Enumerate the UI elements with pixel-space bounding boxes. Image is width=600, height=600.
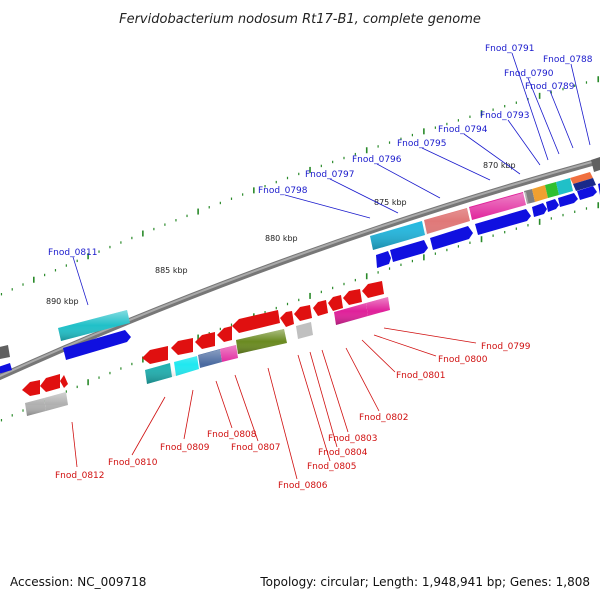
genome-summary-text: Topology: circular; Length: 1,948,941 bp… [259, 575, 590, 589]
gene-label-fnod-0799[interactable]: Fnod_0799 [481, 342, 531, 352]
gene-arrow-fnod-0806[interactable] [232, 310, 280, 333]
top-leader-lines [72, 52, 591, 306]
gene-label-fnod-0793[interactable]: Fnod_0793 [480, 111, 530, 121]
gene-arrow-fnod-0791[interactable] [558, 193, 578, 207]
gene-arrow-fnod-0804[interactable] [294, 305, 312, 321]
reverse-strand-genes [22, 281, 384, 396]
gene-label-fnod-0791[interactable]: Fnod_0791 [485, 44, 535, 54]
class-bar-edge-left [0, 345, 10, 359]
gene-arrow-fnod-0809[interactable] [171, 338, 193, 355]
shade-bot-b [145, 345, 238, 384]
gene-arrow-fnod-0807[interactable] [217, 326, 232, 342]
gene-label-fnod-0801[interactable]: Fnod_0801 [396, 371, 446, 381]
shade-top-a [58, 310, 130, 341]
gene-arrow-fnod-0802[interactable] [328, 295, 343, 311]
shade-bot-d [334, 297, 390, 325]
gene-arrow-fnod-0808[interactable] [195, 332, 215, 349]
class-bar-fnod-0794[interactable] [532, 185, 548, 202]
map-title: Fervidobacterium nodosum Rt17-B1, comple… [119, 12, 481, 27]
class-bar-fnod-0805[interactable] [296, 322, 313, 339]
gene-label-fnod-0800[interactable]: Fnod_0800 [438, 355, 488, 365]
shade-bot-a [25, 392, 68, 416]
gene-label-fnod-0812[interactable]: Fnod_0812 [55, 471, 105, 481]
gene-arrow-fnod-0805[interactable] [280, 311, 294, 327]
gene-label-fnod-0788[interactable]: Fnod_0788 [543, 55, 593, 65]
class-bar-fnod-0791[interactable] [556, 178, 573, 195]
gene-label-fnod-0802[interactable]: Fnod_0802 [359, 413, 409, 423]
gene-arrow-fnod-0795[interactable] [475, 209, 531, 235]
gene-arrow-fnod-0798[interactable] [376, 251, 391, 268]
gene-arrow-fnod-0797[interactable] [390, 240, 428, 262]
gene-arrow-fnod-0794[interactable] [532, 203, 547, 217]
gene-label-fnod-0789[interactable]: Fnod_0789 [525, 82, 575, 92]
gene-arrow-fnod-0812c[interactable] [60, 375, 68, 388]
reverse-strand-classes [25, 297, 390, 416]
scale-label-880: 880 kbp [265, 234, 298, 243]
gene-arrow-fnod-0810[interactable] [142, 346, 168, 364]
bottom-leader-lines [71, 327, 477, 480]
shade-bot-c [236, 329, 287, 354]
scale-label-885: 885 kbp [155, 266, 188, 275]
gene-arrow-fnod-0800[interactable] [362, 281, 384, 298]
gene-label-fnod-0798[interactable]: Fnod_0798 [258, 186, 308, 196]
gene-arrow-fnod-0796[interactable] [430, 226, 473, 250]
gene-arrow-fnod-0793[interactable] [546, 199, 559, 212]
gene-label-fnod-0805[interactable]: Fnod_0805 [307, 462, 357, 472]
gene-label-fnod-0794[interactable]: Fnod_0794 [438, 125, 488, 135]
gene-arrow-fnod-0811[interactable] [63, 330, 131, 360]
class-bar-fnod-0788[interactable] [591, 155, 600, 172]
gene-arrow-fnod-0803[interactable] [313, 300, 328, 316]
scale-label-870: 870 kbp [483, 161, 516, 170]
gene-label-fnod-0809[interactable]: Fnod_0809 [160, 443, 210, 453]
gene-arrow-fnod-0790[interactable] [577, 186, 597, 200]
gene-label-fnod-0808[interactable]: Fnod_0808 [207, 430, 257, 440]
scale-label-890: 890 kbp [46, 297, 79, 306]
gene-arrow-fnod-0812a[interactable] [22, 380, 40, 396]
gene-arrow-edge-left [0, 363, 12, 374]
gene-label-fnod-0811[interactable]: Fnod_0811 [48, 248, 98, 258]
gene-label-fnod-0795[interactable]: Fnod_0795 [397, 139, 447, 149]
class-bar-fnod-0790[interactable] [570, 172, 593, 184]
accession-text: Accession: NC_009718 [10, 575, 146, 589]
gene-label-fnod-0796[interactable]: Fnod_0796 [352, 155, 402, 165]
gene-label-fnod-0806[interactable]: Fnod_0806 [278, 481, 328, 491]
gene-label-fnod-0804[interactable]: Fnod_0804 [318, 448, 368, 458]
gene-label-fnod-0797[interactable]: Fnod_0797 [305, 170, 355, 180]
class-bar-fnod-0790b [573, 178, 596, 191]
gene-arrow-fnod-0801[interactable] [343, 289, 362, 305]
forward-strand-genes [0, 183, 600, 374]
shade-top-b [370, 192, 529, 250]
forward-strand-classes [0, 155, 600, 359]
gene-label-fnod-0803[interactable]: Fnod_0803 [328, 434, 378, 444]
gene-label-fnod-0807[interactable]: Fnod_0807 [231, 443, 281, 453]
class-bar-fnod-0793[interactable] [545, 182, 559, 198]
gene-arrow-fnod-0812b[interactable] [40, 374, 60, 392]
scale-label-875: 875 kbp [374, 198, 407, 207]
genome-backbone-highlight [0, 158, 600, 377]
gene-label-fnod-0810[interactable]: Fnod_0810 [108, 458, 158, 468]
gene-label-fnod-0790[interactable]: Fnod_0790 [504, 69, 554, 79]
